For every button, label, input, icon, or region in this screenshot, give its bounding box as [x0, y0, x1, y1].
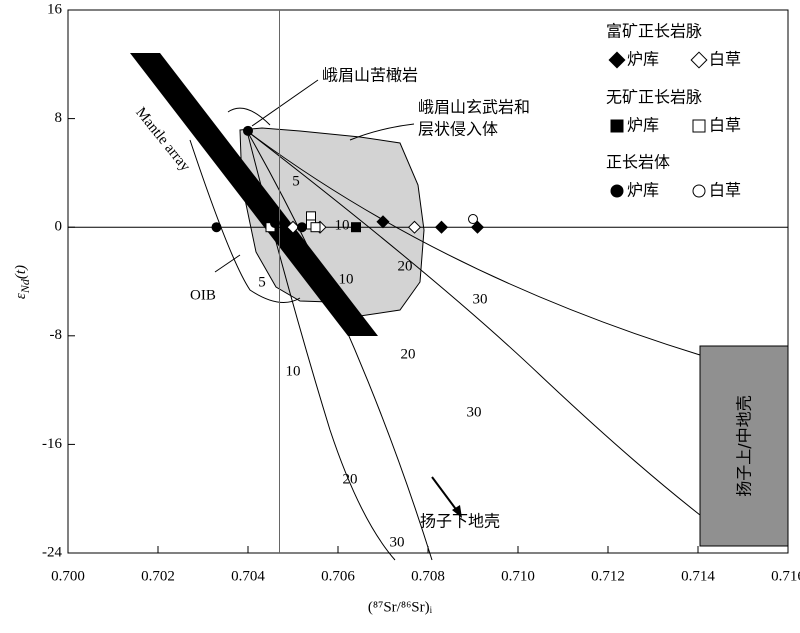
basalt-field [239, 127, 425, 317]
point [351, 222, 361, 233]
y-label-symbol: ε [13, 293, 29, 299]
legend-marker [690, 51, 708, 69]
legend-label: 炉库 [627, 116, 659, 135]
curve [246, 130, 701, 516]
curve [246, 130, 701, 356]
curve-label: 20 [401, 346, 416, 362]
y-tick-label: 16 [47, 1, 63, 17]
x-tick-label: 0.716 [771, 568, 800, 584]
y-tick-label: -8 [50, 327, 63, 343]
upper-crust-box [699, 345, 789, 547]
annotation: 峨眉山玄武岩和 [418, 98, 530, 117]
annotation: OIB [190, 287, 216, 303]
curve [246, 130, 396, 561]
curve-label: 20 [343, 471, 358, 487]
legend-marker [692, 119, 706, 133]
legend-label: 白草 [709, 181, 741, 200]
curve-label: 30 [473, 291, 488, 307]
x-tick-label: 0.708 [411, 568, 445, 584]
curve [246, 130, 433, 561]
arrow-head [452, 505, 462, 518]
mixing-curves [189, 79, 701, 561]
x-tick-label: 0.712 [591, 568, 625, 584]
x-axis-label: (⁸⁷Sr/⁸⁶Sr)ᵢ [368, 599, 433, 615]
point [470, 220, 485, 234]
curve-label: 20 [398, 258, 413, 274]
point [310, 222, 321, 233]
curve-label: 5 [292, 173, 300, 189]
arrow [431, 476, 459, 513]
y-label-rest: (t) [13, 265, 29, 279]
curve-label: 10 [335, 217, 350, 233]
legend-label: 白草 [709, 50, 741, 69]
point [211, 222, 222, 233]
point [407, 220, 422, 234]
legend-marker [610, 184, 624, 198]
point [270, 218, 280, 229]
curve [189, 139, 301, 303]
leader [251, 79, 319, 127]
point [468, 214, 478, 225]
point [297, 222, 307, 233]
legend-title: 富矿正长岩脉 [606, 22, 702, 41]
annotation: 扬子上/中地壳 [735, 395, 754, 496]
leader [349, 123, 415, 141]
curve-label: 30 [467, 404, 482, 420]
curve-label: 5 [258, 274, 266, 290]
point [243, 125, 253, 136]
y-axis-label: εNd(t) [13, 265, 31, 299]
mantle-array [130, 53, 378, 336]
point [434, 220, 449, 234]
y-label-sub: Nd [18, 278, 32, 294]
curve-label: 30 [390, 534, 405, 550]
x-tick-label: 0.700 [51, 568, 85, 584]
annotation: 层状侵入体 [418, 120, 498, 139]
legend-marker [608, 51, 626, 69]
curve-label: 10 [339, 271, 354, 287]
y-tick-label: -16 [42, 436, 62, 452]
legend-label: 炉库 [627, 50, 659, 69]
x-tick-label: 0.714 [681, 568, 715, 584]
legend-marker [692, 184, 706, 198]
legend-title: 正长岩体 [606, 153, 670, 172]
x-tick-label: 0.702 [141, 568, 175, 584]
legend-label: 白草 [709, 116, 741, 135]
y-tick-label: -24 [42, 544, 62, 560]
annotation: 扬子下地壳 [420, 512, 500, 531]
legend-label: 炉库 [627, 181, 659, 200]
x-tick-label: 0.710 [501, 568, 535, 584]
legend-marker [610, 119, 624, 133]
leader [214, 254, 241, 273]
annotation: 峨眉山苦橄岩 [322, 66, 418, 85]
x-tick-label: 0.704 [231, 568, 265, 584]
legend-title: 无矿正长岩脉 [606, 88, 702, 107]
x-tick-label: 0.706 [321, 568, 355, 584]
y-tick-label: 8 [55, 110, 63, 126]
point [286, 220, 300, 234]
point [376, 215, 390, 229]
curve-label: 10 [286, 363, 301, 379]
y-tick-label: 0 [55, 219, 63, 235]
curve [227, 107, 271, 126]
